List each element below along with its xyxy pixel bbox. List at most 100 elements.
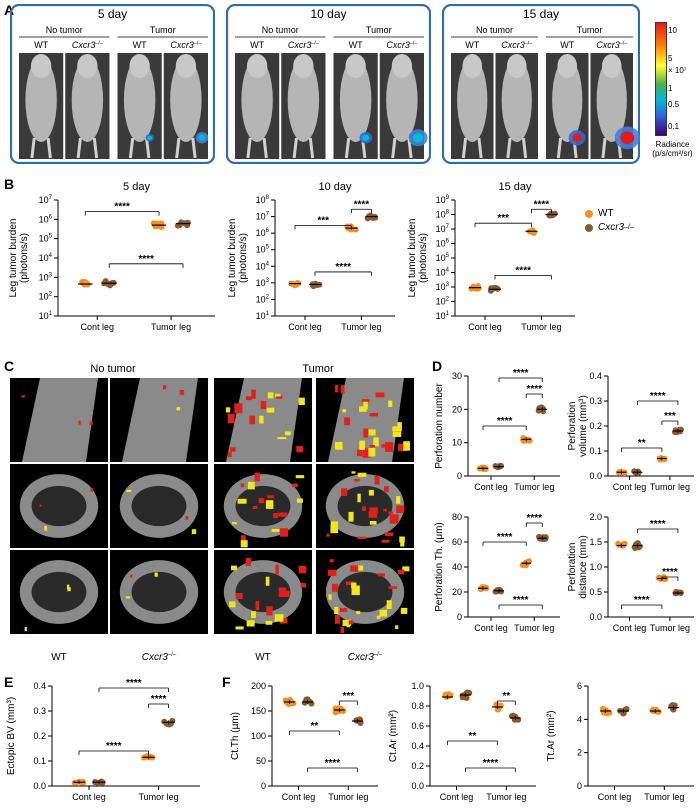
x-tick-label: Cont leg — [598, 792, 632, 802]
colorbar-tick: 0.5 — [668, 100, 680, 109]
ct-footer-ko: Cxcr3–/– — [348, 652, 383, 663]
mouse-leg — [308, 137, 315, 159]
genotype-label: WT — [465, 40, 479, 50]
x-tick-label: Cont leg — [440, 792, 474, 802]
x-tick-label: Tumor leg — [514, 623, 554, 633]
perforation-mark — [328, 594, 332, 600]
mouse-head — [175, 54, 197, 78]
mouse-head — [345, 54, 366, 78]
sig-label: ** — [502, 691, 510, 702]
sig-label: **** — [325, 758, 341, 769]
legend-wt-dot — [585, 209, 593, 218]
tick-base: 10 — [39, 195, 49, 205]
perforation-mark — [292, 483, 298, 488]
tick-exponent: 3 — [446, 282, 450, 288]
tick-exponent: 1 — [266, 311, 270, 317]
perforation-mark — [273, 512, 278, 519]
y-tick-label: 6 — [577, 681, 582, 691]
x-tick-label: Cont leg — [613, 482, 647, 492]
mouse-leg — [92, 137, 99, 159]
tick-base: 10 — [39, 272, 49, 282]
mouse-body — [241, 58, 273, 142]
y-tick-label: 4 — [577, 714, 582, 724]
y-tick-label: 40 — [452, 562, 462, 572]
genotype-label: WT — [560, 40, 574, 50]
tick-base: 10 — [256, 212, 266, 222]
y-tick-label: 20 — [452, 404, 462, 414]
x-tick-label: Cont leg — [613, 623, 647, 633]
sig-label: **** — [515, 265, 531, 276]
y-axis-label: (photons/s) — [238, 233, 249, 283]
colorbar-tick: 0.1 — [668, 122, 680, 131]
perforation-mark — [341, 488, 348, 496]
panel-label-c: C — [4, 358, 15, 374]
mouse-leg — [391, 137, 397, 159]
y-tick-label: 101 — [256, 311, 270, 321]
chart-title: 10 day — [318, 181, 352, 193]
perforation-mark — [278, 587, 287, 597]
sig-label: **** — [151, 694, 167, 705]
chart-d-perforation-distance: 0.0 0.5 1.0 1.5 2.0 Perforation distance (mm) C… — [567, 512, 694, 633]
perforation-mark — [334, 606, 339, 614]
y-tick-label: 0 — [457, 612, 462, 622]
perforation-mark — [359, 406, 367, 412]
perforation-mark — [351, 585, 360, 596]
genotype-label-ko-sup: –/– — [311, 40, 319, 46]
y-tick-label: 0.0 — [33, 781, 46, 791]
tick-base: 10 — [39, 234, 49, 244]
y-axis-label: Perforation — [567, 402, 578, 451]
perforation-mark — [232, 522, 237, 525]
data-point — [492, 462, 499, 469]
data-point — [605, 709, 612, 716]
chart-f-ct-ar: 0.0 0.2 0.4 0.6 0.8 1.0 Ct.Ar (mm²) Cont leg Tum… — [388, 681, 536, 802]
tick-exponent: 1 — [49, 311, 53, 317]
sig-label: **** — [138, 254, 154, 265]
sig-label: **** — [335, 262, 351, 273]
tick-exponent: 2 — [446, 297, 450, 303]
tick-exponent: 2 — [49, 292, 53, 298]
perforation-mark — [400, 607, 408, 614]
data-point — [495, 705, 502, 712]
perforation-mark — [245, 557, 251, 567]
perforation-mark — [278, 512, 288, 517]
signal-core — [620, 131, 635, 145]
tick-exponent: 7 — [49, 195, 53, 201]
x-tick-label: Tumor leg — [644, 792, 684, 802]
y-tick-label: 106 — [39, 214, 53, 224]
genotype-label-ko-sup: –/– — [95, 40, 103, 46]
sig-label: *** — [664, 411, 676, 422]
data-point — [83, 280, 90, 287]
genotype-label-ko-name: Cxcr3 — [596, 40, 620, 50]
bone-shaft — [328, 378, 404, 462]
perforation-mark — [384, 532, 394, 536]
mouse-leg — [556, 137, 563, 159]
perforation-mark — [259, 415, 264, 424]
mouse-head — [506, 54, 527, 78]
perforation-mark — [379, 609, 388, 617]
tick-base: 10 — [436, 311, 446, 321]
perforation-mark — [274, 393, 281, 397]
tick-exponent: 5 — [266, 245, 270, 251]
perforation-mark — [340, 385, 345, 394]
perforation-mark — [368, 429, 376, 436]
y-tick-label: 107 — [436, 224, 450, 234]
perforation-mark — [265, 500, 274, 509]
perforation-mark — [362, 448, 371, 458]
sig-label: **** — [106, 741, 122, 752]
colorbar-tick: 5 — [668, 54, 673, 63]
tick-base: 10 — [436, 239, 446, 249]
group-header: No tumor — [476, 25, 513, 35]
genotype-label-ko-sup: –/– — [194, 40, 202, 46]
panel-label-b: B — [4, 176, 15, 192]
perforation-mark — [395, 625, 399, 629]
y-tick-label: 0.2 — [411, 761, 424, 771]
perforation-mark — [376, 615, 381, 619]
x-tick-label: Tumor leg — [341, 322, 381, 332]
perforation-mark — [300, 582, 306, 588]
tick-base: 10 — [436, 297, 446, 307]
